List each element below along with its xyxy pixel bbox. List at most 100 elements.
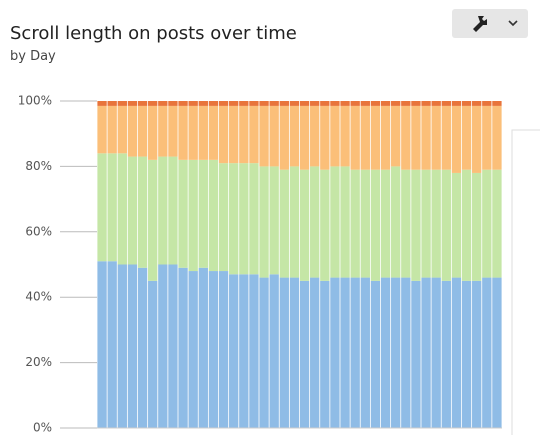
bar-segment [380,105,391,170]
bar-segment [188,105,198,160]
bar-segment [451,105,462,173]
bar-segment [482,169,492,278]
bar-segment [461,280,472,428]
bar-segment [451,101,462,106]
bar-segment [492,101,502,106]
bar-segment [168,156,178,265]
bar-segment [198,159,208,268]
bar-segment [148,105,158,160]
bar-segment [229,101,239,106]
bar-segment [97,105,107,154]
bar-segment [492,105,502,170]
bar-segment [148,280,158,428]
bar-segment [431,169,441,278]
bar-segment [492,169,502,278]
bar-segment [107,153,117,262]
bar-segment [279,101,289,106]
bar-segment [421,277,431,428]
bar-segment [127,101,138,106]
bar-segment [198,105,208,160]
bar-segment [137,101,148,106]
bar-segment [168,105,178,157]
bar-segment [431,277,441,428]
bar-segment [482,101,492,106]
bar-segment [249,101,259,106]
bar-segment [472,105,482,173]
bar-segment [492,277,502,428]
bar-segment [269,274,279,428]
bar-segment [188,159,198,272]
bar-segment [137,105,148,157]
y-tick-label: 40% [25,290,52,304]
bar-segment [269,101,279,106]
bar-segment [330,101,340,106]
bar-segment [117,101,127,106]
bar-segment [259,277,269,428]
bar-segment [289,105,300,167]
bar-segment [137,267,148,428]
bar-segment [218,271,229,428]
bar-segment [411,101,421,106]
bar-segment [299,105,310,170]
bar-segment [168,101,178,106]
bar-segment [370,101,381,106]
bar-segment [370,169,381,281]
bar-segment [249,163,259,275]
bar-segment [158,101,168,106]
bar-segment [482,105,492,170]
y-tick-label: 60% [25,224,52,238]
bar-segment [310,101,320,106]
bar-segment [279,105,289,170]
bar-segment [350,277,360,428]
bar-segment [239,163,249,275]
bar-segment [97,261,107,428]
bar-segment [350,101,360,106]
legend-panel [511,129,540,435]
bar-segment [97,101,107,106]
bar-segment [239,274,249,428]
bar-segment [330,277,340,428]
bar-segment [340,166,350,278]
bar-segment [320,280,330,428]
bar-segment [127,105,138,157]
bar-segment [279,169,289,278]
bar-segment [421,169,431,278]
bar-segment [158,264,168,428]
bar-segment [249,274,259,428]
bar-segment [127,156,138,265]
bar-segment [340,105,350,167]
settings-button[interactable] [452,9,528,38]
bar-segment [360,169,370,278]
bar-segment [401,101,411,106]
chart-title: Scroll length on posts over time [10,23,297,44]
bar-segment [289,166,300,278]
bar-segment [441,101,451,106]
button-bg[interactable] [452,9,528,38]
bar-segment [249,105,259,164]
bar-segment [401,169,411,278]
bar-segment [158,105,168,157]
bar-segment [472,280,482,428]
bar-segment [482,277,492,428]
bar-segment [421,101,431,106]
bar-segment [320,101,330,106]
bar-segment [239,105,249,164]
bar-segment [451,277,462,428]
bar-segment [137,156,148,268]
bar-segment [259,166,269,278]
chart-subtitle: by Day [10,49,56,64]
bar-segment [168,264,178,428]
bar-segment [117,264,127,428]
bar-segment [148,159,158,281]
bar-segment [117,105,127,154]
bar-segment [340,101,350,106]
bar-segment [299,169,310,281]
bar-segment [310,166,320,278]
bar-segment [360,105,370,170]
bar-segment [178,101,188,106]
bar-segment [178,267,188,428]
y-tick-label: 20% [25,355,52,369]
bar-segment [178,105,188,160]
bar-segment [289,277,300,428]
bar-segment [380,101,391,106]
